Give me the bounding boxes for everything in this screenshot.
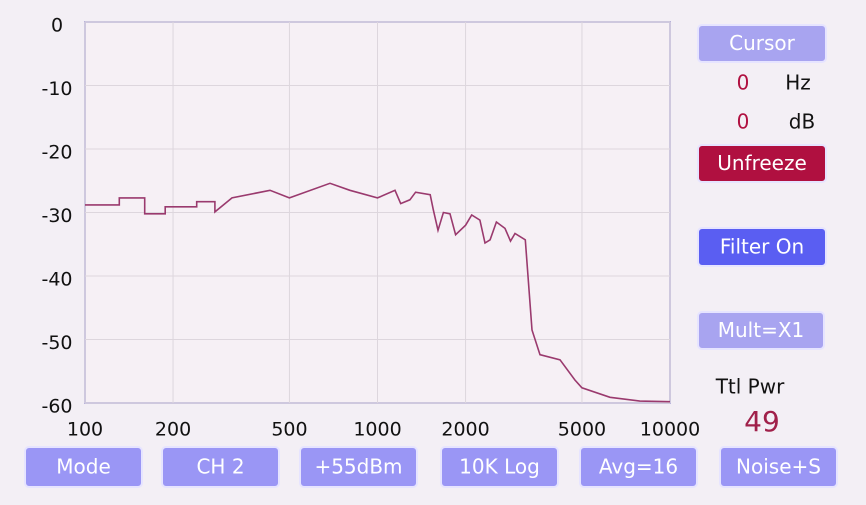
button-face bbox=[697, 24, 827, 63]
cursor-hz-value: 0 bbox=[737, 71, 750, 95]
button-label: Mode bbox=[56, 455, 111, 479]
x-tick-label: 10000 bbox=[640, 419, 700, 441]
button-label: Filter On bbox=[720, 235, 804, 259]
cursor-button[interactable]: Cursor bbox=[697, 24, 827, 63]
button-face bbox=[161, 446, 280, 488]
db-unit: dB bbox=[789, 110, 815, 134]
cursor-db-value: 0 bbox=[737, 110, 750, 134]
button-face bbox=[697, 227, 827, 267]
button-face bbox=[299, 446, 418, 488]
filter-button[interactable]: Filter On bbox=[697, 227, 827, 267]
button-face bbox=[440, 446, 559, 488]
bottom-button[interactable]: CH 2 bbox=[161, 446, 280, 488]
button-label: Cursor bbox=[729, 31, 796, 55]
y-tick-label: 0 bbox=[51, 15, 63, 37]
button-label: 10K Log bbox=[459, 455, 540, 479]
freeze-button[interactable]: Unfreeze bbox=[697, 144, 827, 183]
button-label: Avg=16 bbox=[599, 455, 678, 479]
y-tick-label: -20 bbox=[41, 142, 72, 164]
button-face bbox=[579, 446, 698, 488]
button-face bbox=[24, 446, 143, 488]
bottom-button[interactable]: Noise+S bbox=[719, 446, 838, 488]
bottom-button[interactable]: Mode bbox=[24, 446, 143, 488]
y-tick-label: -40 bbox=[41, 269, 72, 291]
x-tick-label: 5000 bbox=[558, 419, 606, 441]
button-label: Noise+S bbox=[736, 455, 821, 479]
button-label: +55dBm bbox=[314, 455, 402, 479]
y-tick-label: -60 bbox=[41, 396, 72, 418]
bottom-button[interactable]: +55dBm bbox=[299, 446, 418, 488]
button-face bbox=[697, 311, 825, 350]
total-power-label: Ttl Pwr bbox=[715, 375, 785, 399]
y-tick-label: -50 bbox=[41, 332, 72, 354]
spectrum-line bbox=[85, 182, 671, 403]
button-label: Unfreeze bbox=[717, 151, 807, 175]
hz-unit: Hz bbox=[785, 71, 811, 95]
bottom-button[interactable]: 10K Log bbox=[440, 446, 559, 488]
total-power-value: 49 bbox=[744, 405, 780, 438]
button-face bbox=[719, 446, 838, 488]
bottom-button[interactable]: Avg=16 bbox=[579, 446, 698, 488]
y-tick-label: -30 bbox=[41, 205, 72, 227]
x-tick-label: 2000 bbox=[441, 419, 489, 441]
mult-button[interactable]: Mult=X1 bbox=[697, 311, 825, 350]
x-tick-label: 1000 bbox=[353, 419, 401, 441]
x-tick-label: 200 bbox=[155, 419, 191, 441]
x-tick-label: 100 bbox=[67, 419, 103, 441]
button-label: CH 2 bbox=[196, 455, 244, 479]
button-label: Mult=X1 bbox=[718, 318, 805, 342]
button-face bbox=[697, 144, 827, 183]
x-tick-label: 500 bbox=[271, 419, 307, 441]
y-tick-label: -10 bbox=[41, 78, 72, 100]
